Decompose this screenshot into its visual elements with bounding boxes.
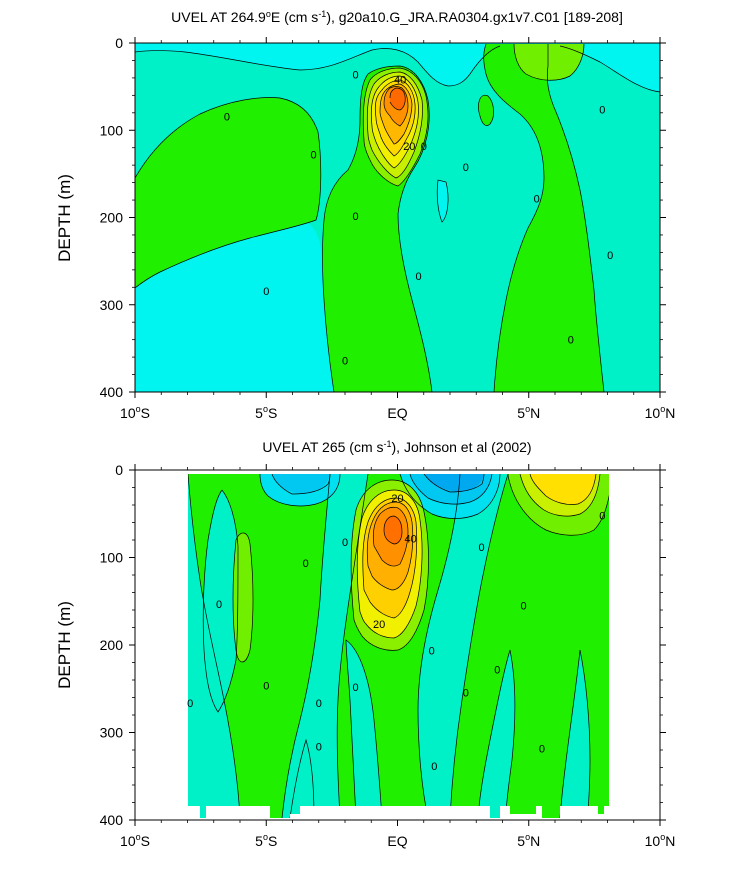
y-tick-label: 300 [100,725,124,741]
y-tick-label: 0 [115,462,123,478]
x-tick-label: 5oS [255,404,277,421]
contour-label: 0 [263,286,269,298]
x-tick-label: EQ [387,833,407,849]
contour-label: 20 [391,493,403,505]
y-tick-label: 200 [100,210,124,226]
y-tick-label: 100 [100,122,124,138]
contour-label: 20 [373,619,385,631]
panel-1-y-axis-label: DEPTH (m) [55,174,74,262]
contour-label: 0 [224,111,230,123]
contour-label: 0 [310,150,316,162]
panel-1-filled-contours [135,43,660,392]
contour-label: 0 [429,645,435,657]
panel-2-filled-contours [188,474,609,818]
x-tick-label: 5oS [255,832,277,849]
y-tick-label: 400 [100,812,124,828]
panel-2-title: UVEL AT 265 (cm s-1), Johnson et al (200… [262,439,531,455]
contour-label: 0 [316,698,322,710]
contour-label: 0 [568,335,574,347]
contour-label: 20 [403,141,415,153]
contour-label: 0 [599,511,605,523]
contour-label: 0 [263,680,269,692]
contour-label: 0 [352,211,358,223]
contour-label: 0 [303,558,309,570]
contour-label: 0 [431,761,437,773]
y-tick-label: 0 [115,35,123,51]
contour-label: 0 [463,687,469,699]
y-tick-label: 200 [100,637,124,653]
x-tick-label: 10oS [120,404,150,421]
x-tick-label: EQ [387,405,407,421]
y-tick-label: 300 [100,297,124,313]
contour-label: 0 [316,742,322,754]
contour-label: 0 [607,250,613,262]
contour-label: 0 [534,193,540,205]
contour-label: 0 [478,542,484,554]
panel-2-y-axis-label: DEPTH (m) [55,601,74,689]
contour-label: 0 [494,665,500,677]
contour-label: 0 [352,69,358,81]
x-tick-label: 10oN [645,404,676,421]
y-tick-label: 100 [100,550,124,566]
x-tick-label: 5oN [517,832,540,849]
contour-label: 0 [187,698,193,710]
x-tick-label: 10oN [645,832,676,849]
panel-1-title: UVEL AT 264.9oE (cm s-1), g20a10.G_JRA.R… [171,9,623,25]
contour-label: 0 [539,743,545,755]
contour-label: 0 [216,599,222,611]
panel-2-contour-lines [188,474,609,818]
contour-label: 0 [352,682,358,694]
panel-1-contour-labels: 40 20 0 0 0 0 0 0 0 0 0 0 0 0 0 [224,69,613,367]
y-tick-label: 400 [100,384,124,400]
contour-label: 0 [599,104,605,116]
x-tick-label: 10oS [120,832,150,849]
contour-label: 0 [463,162,469,174]
contour-label: 0 [342,537,348,549]
contour-label: 40 [405,533,417,545]
contour-label: 0 [520,601,526,613]
contour-label: 40 [394,75,406,87]
x-tick-label: 5oN [517,404,540,421]
panel-2-contour-labels: 20 40 20 0 0 0 0 0 0 0 0 0 0 0 0 0 0 0 0 [187,493,605,773]
contour-label: 0 [342,356,348,368]
panel-1-contour-lines [135,43,660,392]
contour-label: 0 [415,271,421,283]
contour-label: 0 [421,141,427,153]
